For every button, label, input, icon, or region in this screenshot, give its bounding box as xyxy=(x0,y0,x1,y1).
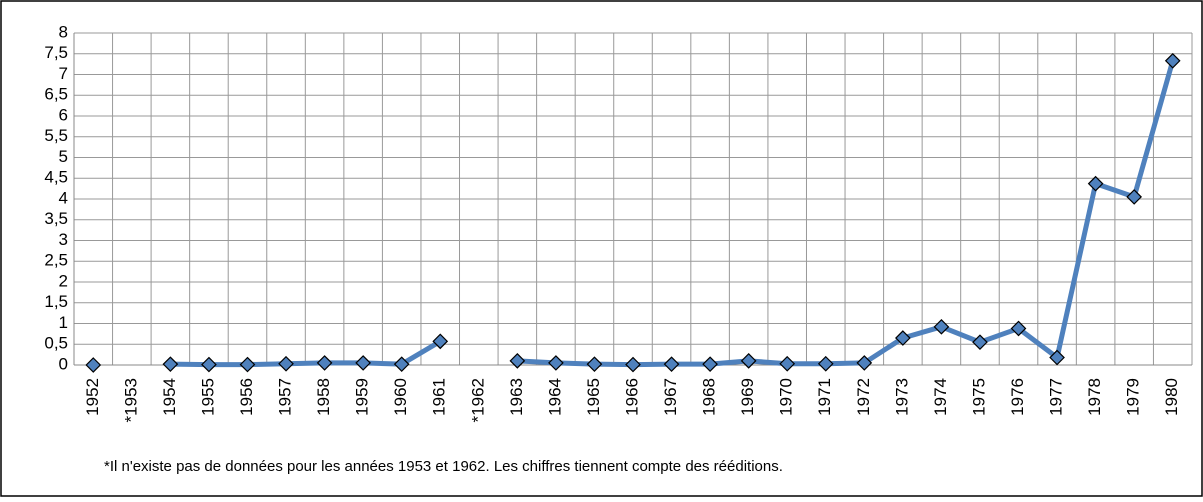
data-point xyxy=(509,353,526,369)
data-point xyxy=(586,356,603,373)
x-tick-label: 1976 xyxy=(1008,378,1027,416)
x-tick-label: 1969 xyxy=(738,378,757,416)
data-point xyxy=(1164,52,1181,69)
y-tick-label: 3,5 xyxy=(44,209,68,228)
x-tick-label: 1975 xyxy=(969,378,988,416)
data-point xyxy=(740,353,757,369)
x-tick-label: *1962 xyxy=(468,378,487,422)
data-point xyxy=(548,355,564,371)
x-tick-label: 1968 xyxy=(700,378,719,416)
y-tick-label: 4,5 xyxy=(44,168,68,187)
x-tick-label: 1972 xyxy=(854,378,873,416)
x-tick-label: 1980 xyxy=(1162,378,1181,416)
x-tick-label: 1960 xyxy=(391,378,410,416)
y-tick-label: 7 xyxy=(59,64,68,83)
x-tick-label: 1973 xyxy=(892,378,911,416)
x-tick-label: 1965 xyxy=(584,378,603,416)
x-tick-label: 1970 xyxy=(777,378,796,416)
x-tick-label: 1963 xyxy=(507,378,526,416)
y-tick-label: 5,5 xyxy=(44,126,68,145)
data-point xyxy=(817,355,834,372)
data-point xyxy=(316,355,333,371)
x-tick-label: 1979 xyxy=(1124,378,1143,416)
x-tick-label: 1977 xyxy=(1047,378,1066,416)
y-tick-label: 1 xyxy=(59,313,68,332)
x-tick-label: 1967 xyxy=(661,378,680,416)
data-point xyxy=(162,356,179,373)
x-tick-label: 1955 xyxy=(198,378,217,416)
data-point xyxy=(239,356,256,373)
y-tick-label: 2 xyxy=(59,271,68,290)
footnote: *Il n'existe pas de données pour les ann… xyxy=(104,458,783,475)
x-tick-label: 1964 xyxy=(545,378,564,416)
y-tick-label: 0 xyxy=(59,354,68,373)
y-tick-label: 8 xyxy=(59,22,68,41)
x-tick-label: 1971 xyxy=(815,378,834,416)
x-tick-label: 1974 xyxy=(931,378,950,416)
y-tick-label: 6,5 xyxy=(44,85,68,104)
y-tick-label: 5 xyxy=(59,147,68,166)
data-point xyxy=(1126,189,1143,205)
y-tick-label: 3 xyxy=(59,230,68,249)
data-point xyxy=(432,333,449,350)
data-point xyxy=(933,318,950,335)
x-tick-label: 1958 xyxy=(314,378,333,416)
x-tick-label: *1953 xyxy=(121,378,140,422)
data-point xyxy=(702,356,718,373)
data-point xyxy=(972,334,988,351)
y-tick-label: 2,5 xyxy=(44,251,68,270)
data-point xyxy=(779,355,796,372)
data-point xyxy=(201,356,217,373)
y-tick-label: 4 xyxy=(59,188,68,207)
data-point xyxy=(393,356,410,373)
y-tick-label: 0,5 xyxy=(44,334,68,353)
x-tick-label: 1952 xyxy=(83,378,102,416)
data-point xyxy=(856,355,873,371)
x-tick-label: 1966 xyxy=(622,378,641,416)
y-tick-label: 7,5 xyxy=(44,43,68,62)
y-tick-label: 1,5 xyxy=(44,292,68,311)
data-point xyxy=(85,357,102,373)
data-point xyxy=(278,355,294,372)
x-tick-label: 1954 xyxy=(160,378,179,416)
data-point xyxy=(1010,320,1027,337)
data-point xyxy=(625,356,641,373)
x-tick-label: 1959 xyxy=(353,378,372,416)
x-tick-label: 1978 xyxy=(1085,378,1104,416)
y-tick-label: 6 xyxy=(59,105,68,124)
data-point xyxy=(895,330,911,346)
data-point xyxy=(1049,349,1065,366)
data-point xyxy=(355,355,371,371)
data-point xyxy=(1087,175,1104,192)
x-tick-label: 1956 xyxy=(237,378,256,416)
x-tick-label: 1961 xyxy=(430,378,449,416)
x-tick-label: 1957 xyxy=(276,378,295,416)
data-point xyxy=(663,356,680,373)
